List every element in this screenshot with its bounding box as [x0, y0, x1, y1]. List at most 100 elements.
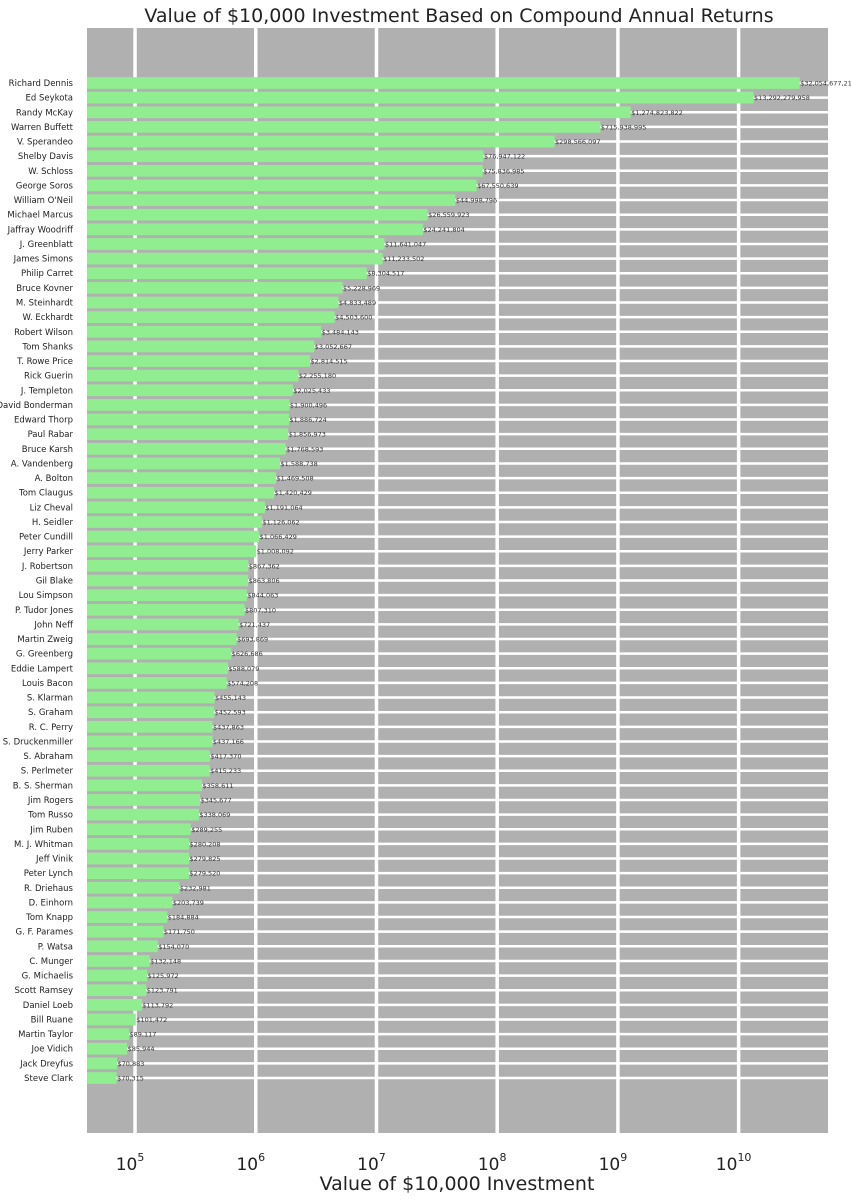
y-tick-label: Jim Rogers	[27, 796, 74, 806]
bar	[87, 106, 631, 119]
bar	[87, 267, 367, 280]
data-label: $3,052,667	[315, 343, 352, 351]
bar	[87, 940, 158, 953]
data-label: $8,304,517	[367, 270, 404, 278]
bar	[87, 881, 180, 894]
data-label: $70,315	[117, 1075, 144, 1083]
y-tick-label: Shelby Davis	[18, 152, 74, 162]
bar	[87, 1057, 117, 1070]
y-tick-label: J. Robertson	[21, 562, 73, 572]
y-tick-label: Michael Marcus	[7, 211, 73, 221]
y-tick-label: Richard Dennis	[9, 79, 74, 89]
data-label: $415,233	[210, 767, 241, 775]
y-tick-label: Steve Clark	[24, 1074, 73, 1084]
y-tick-label: George Soros	[16, 181, 74, 191]
data-label: $32,054,677,213	[800, 80, 851, 88]
data-label: $4,503,600	[335, 314, 372, 322]
data-label: $1,768,593	[286, 445, 323, 453]
bar	[87, 194, 456, 206]
y-tick-label: John Neff	[33, 620, 74, 630]
y-tick-label: J. Greenblatt	[19, 240, 74, 250]
bar	[87, 457, 281, 470]
y-tick-label: H. Seidler	[32, 518, 74, 528]
y-tick-label: Ed Seykota	[26, 94, 74, 104]
y-tick-label: A. Vandenberg	[11, 459, 73, 469]
data-label: $184,884	[168, 914, 199, 922]
x-axis-label: Value of $10,000 Investment	[320, 1173, 595, 1195]
data-label: $125,972	[148, 972, 179, 980]
x-tick-label: 108	[478, 1151, 507, 1175]
data-label: $1,900,496	[290, 401, 327, 409]
y-tick-label: Scott Ramsey	[14, 986, 73, 996]
y-tick-label: R. C. Perry	[29, 723, 73, 733]
bar	[87, 428, 289, 441]
x-tick-label: 106	[236, 1151, 265, 1175]
y-tick-label: Peter Lynch	[24, 869, 73, 879]
y-tick-label: Jack Dreyfus	[19, 1059, 74, 1069]
y-tick-label: M. Steinhardt	[16, 298, 74, 308]
data-label: $4,833,489	[339, 299, 376, 307]
bar	[87, 735, 213, 748]
bar	[87, 384, 293, 397]
data-label: $298,566,097	[555, 138, 601, 146]
data-label: $75,836,985	[483, 167, 524, 175]
bar	[87, 998, 142, 1011]
bar	[87, 325, 322, 338]
bar	[87, 764, 210, 777]
data-label: $345,677	[201, 796, 232, 804]
bar	[87, 779, 202, 792]
data-label: $11,641,047	[385, 240, 426, 248]
bar	[87, 179, 477, 192]
data-label: $1,008,092	[257, 548, 294, 556]
y-tick-label: James Simons	[13, 255, 74, 265]
x-tick-label: 1010	[716, 1151, 752, 1175]
bar	[87, 720, 213, 733]
data-labels: $32,054,677,213 $13,292,279,958 $1,274,823…	[117, 80, 851, 1083]
data-label: $26,559,923	[428, 211, 469, 219]
bar	[87, 838, 190, 850]
bar	[87, 472, 276, 484]
data-label: $338,069	[199, 811, 230, 819]
y-tick-label: Randy McKay	[16, 108, 73, 118]
data-label: $2,025,433	[293, 387, 330, 395]
bar	[87, 794, 201, 806]
y-tick-label: A. Bolton	[35, 474, 73, 484]
bar	[87, 135, 555, 148]
data-label: $863,806	[249, 577, 280, 585]
y-tick-label: Paul Rabar	[28, 430, 74, 440]
y-tick-label: David Bonderman	[0, 401, 73, 411]
y-tick-label: Philip Carret	[21, 269, 74, 279]
bar	[87, 208, 428, 221]
bar	[87, 121, 601, 133]
y-tick-label: M. J. Whitman	[14, 840, 73, 850]
y-tick-label: Bruce Kovner	[16, 284, 73, 294]
bar	[87, 150, 484, 163]
chart-title: Value of $10,000 Investment Based on Com…	[144, 5, 773, 27]
y-tick-label: G. Greenberg	[16, 650, 73, 660]
bar	[87, 603, 245, 616]
y-tick-label: Tom Claugus	[18, 489, 74, 499]
y-tick-label: T. Rowe Price	[16, 357, 73, 367]
data-label: $232,981	[180, 884, 211, 892]
y-tick-label: P. Tudor Jones	[15, 606, 74, 616]
data-label: $13,292,279,958	[754, 94, 810, 102]
y-tick-label: Edward Thorp	[14, 416, 73, 426]
y-tick-label: S. Abraham	[23, 752, 73, 762]
bar	[87, 867, 189, 879]
y-tick-label: Joe Vidich	[31, 1045, 73, 1055]
bar	[87, 925, 164, 938]
bar	[87, 91, 754, 104]
bar	[87, 516, 262, 528]
y-tick-label: R. Driehaus	[24, 884, 74, 894]
data-label: $1,856,973	[289, 431, 326, 439]
bar	[87, 662, 228, 675]
bar	[87, 486, 275, 499]
data-label: $85,944	[128, 1045, 155, 1053]
y-tick-label: Bill Ruane	[31, 1015, 73, 1025]
y-tick-label: D. Einhorn	[29, 898, 73, 908]
bar	[87, 296, 339, 309]
y-tick-label: S. Graham	[28, 708, 73, 718]
data-label: $279,825	[189, 855, 220, 863]
bar	[87, 750, 210, 762]
bar	[87, 340, 315, 353]
